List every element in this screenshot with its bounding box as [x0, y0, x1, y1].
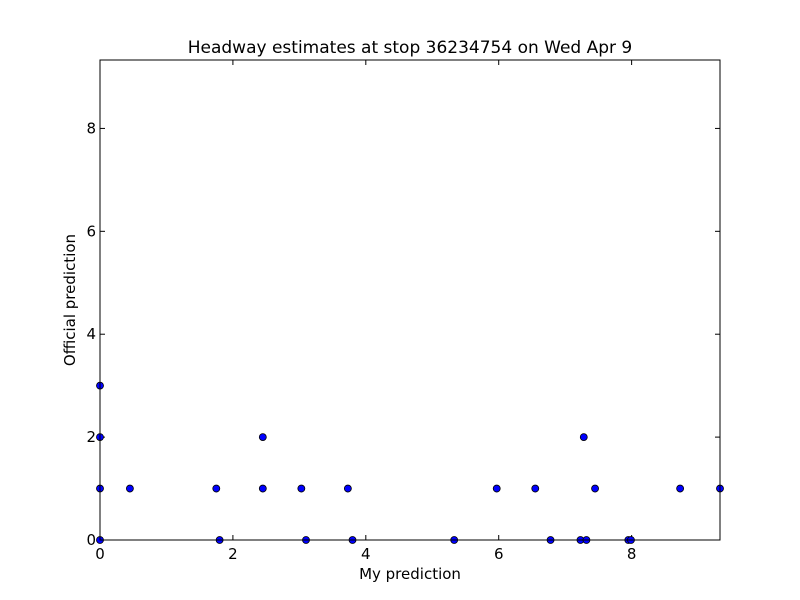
x-tick-label: 4 [361, 545, 371, 563]
y-tick-label: 0 [86, 531, 96, 549]
data-point [212, 484, 221, 493]
data-point [126, 484, 134, 493]
data-point [492, 484, 501, 493]
plot-background [100, 60, 720, 540]
data-point [297, 484, 306, 493]
x-tick-label: 0 [95, 545, 105, 563]
plot-area [100, 60, 720, 540]
data-point [579, 433, 588, 442]
x-tick-label: 6 [494, 545, 504, 563]
y-axis-label: Official prediction [61, 234, 79, 366]
y-tick-label: 8 [86, 119, 96, 137]
x-tick-label: 2 [228, 545, 238, 563]
y-tick-label: 2 [86, 428, 96, 446]
data-point [258, 433, 267, 442]
data-point [676, 484, 685, 493]
x-axis-label: My prediction [359, 565, 461, 583]
data-point [258, 484, 267, 493]
data-point [343, 484, 352, 493]
chart-title: Headway estimates at stop 36234754 on We… [188, 38, 633, 58]
plot-frame [99, 59, 721, 541]
x-tick-label: 8 [627, 545, 637, 563]
y-tick-label: 4 [86, 325, 96, 343]
data-point [531, 484, 540, 493]
y-tick-label: 6 [86, 222, 96, 240]
data-point [591, 484, 599, 493]
